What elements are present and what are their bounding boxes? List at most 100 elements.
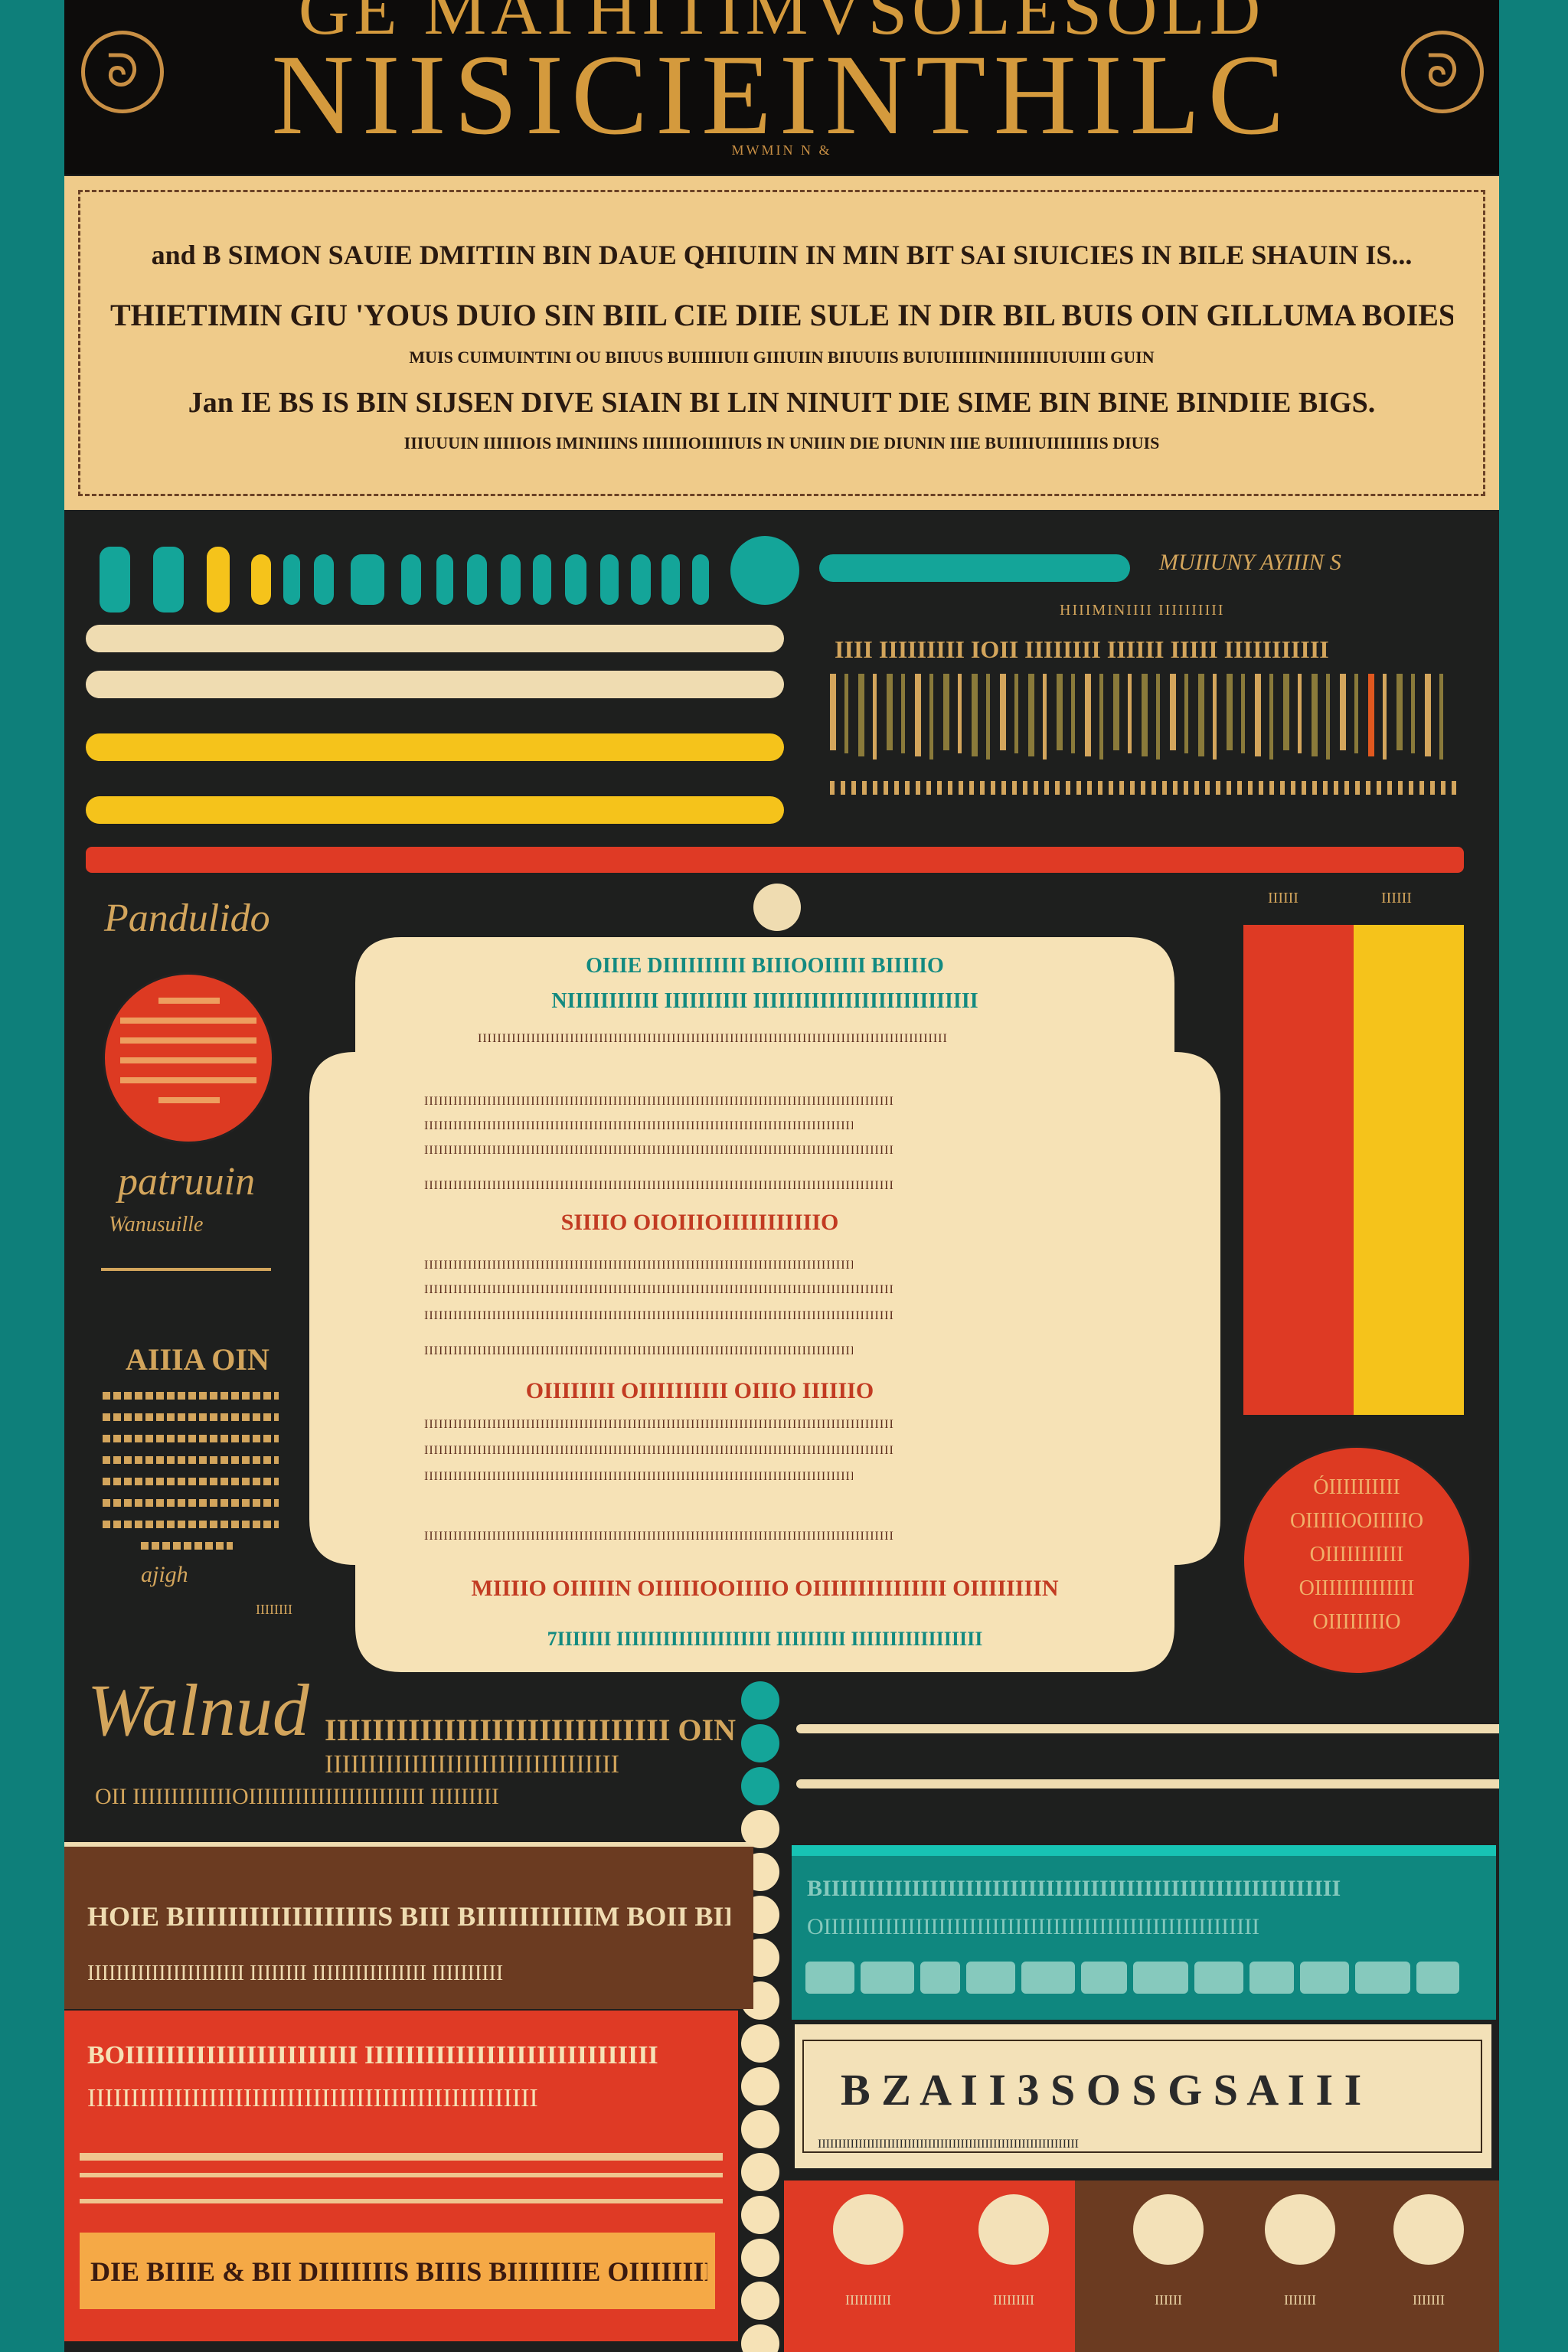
teal-chip-11 — [1355, 1962, 1410, 1994]
right-circle-line-1: ÓIIIIIIIIII — [1313, 1475, 1400, 1499]
micro-bar-27 — [1198, 674, 1204, 756]
bar-label-left: IIIIII — [1268, 890, 1298, 906]
dot-column-dot-1 — [741, 1681, 779, 1720]
micro-bar-7 — [915, 674, 921, 756]
teal-chip-8 — [1194, 1962, 1243, 1994]
micro-bar-28 — [1212, 674, 1217, 760]
micro-bar-23 — [1142, 674, 1148, 756]
panel-top-dot — [753, 884, 801, 931]
panel-para-11: IIIIIIIIIIIIIIIIIIIIIIIIIIIIIIIIIIIIIIII… — [424, 1444, 894, 1457]
page-title: NIISICIEINTHILC — [271, 31, 1292, 158]
right-circle-line-4: OIIIIIIIIIIIIII — [1298, 1576, 1415, 1600]
micro-bar-24 — [1155, 674, 1160, 760]
micro-bar-21 — [1113, 674, 1119, 750]
micro-bar-34 — [1297, 674, 1302, 753]
intro-panel: and B SIMON SAUIE DMITIIN BIN DAUE QHIUI… — [64, 176, 1499, 510]
bar-labels: IIII IIIIIIIII IOII IIIIIIII IIIIII IIII… — [835, 635, 1329, 663]
dot-column-dot-13 — [741, 2196, 779, 2234]
pill-10 — [467, 554, 487, 605]
red-banner: DIE BIIIE & BII DIIIIIIIS BIIIS BIIIIIII… — [80, 2233, 715, 2309]
panel-section-1: SIIIIO OIOIIIOIIIIIIIIIIIO — [560, 1210, 839, 1235]
script-signature: Walnud — [87, 1669, 309, 1751]
bottom-caption-4: IIIIIII — [1284, 2292, 1316, 2308]
lower-sub-1: IIIIIIIIIIIIIIIIIIIIIIIIIIIIIIIIII — [325, 1750, 619, 1779]
cream-box-line: B Z A I I 3 S O S G S A I I I — [841, 2065, 1362, 2115]
cream-line-1 — [796, 1724, 1499, 1733]
intro-frame — [78, 190, 1485, 496]
left-small: ajigh — [141, 1562, 188, 1587]
panel-para-4: IIIIIIIIIIIIIIIIIIIIIIIIIIIIIIIIIIIIIIII… — [424, 1144, 894, 1157]
bottom-caption-5: IIIIIII — [1413, 2292, 1445, 2308]
yellow-bar-2 — [86, 796, 784, 824]
red-circle-left — [103, 972, 274, 1144]
cream-box: B Z A I I 3 S O S G S A I I I IIIIIIIIII… — [795, 2024, 1491, 2168]
cream-box-foot: IIIIIIIIIIIIIIIIIIIIIIIIIIIIIIIIIIIIIIII… — [818, 2138, 1079, 2151]
micro-bar-43 — [1425, 674, 1431, 756]
intro-line-2: THIETIMIN GIU 'YOUS DUIO SIN BIIL CIE DI… — [110, 298, 1453, 332]
left-rule-1 — [103, 1392, 279, 1400]
dot-column-dot-3 — [741, 1767, 779, 1805]
dot-column-dot-11 — [741, 2110, 779, 2148]
intro-line-3: MUIS CUIMUINTINI OU BIIUUS BUIIIIIUII GI… — [409, 348, 1155, 367]
teal-top-rule — [792, 1845, 1496, 1856]
script-label-2: patruuin — [118, 1160, 256, 1204]
pill-13 — [565, 554, 586, 605]
yellow-bar-1 — [86, 733, 784, 761]
panel-para-9: IIIIIIIIIIIIIIIIIIIIIIIIIIIIIIIIIIIIIIII… — [424, 1344, 853, 1357]
pill-6 — [314, 554, 334, 605]
teal-chip-9 — [1250, 1962, 1294, 1994]
micro-bar-33 — [1283, 674, 1289, 750]
left-rule-6 — [103, 1499, 279, 1507]
pill-7 — [351, 554, 384, 605]
bar-label-right: IIIIII — [1381, 890, 1412, 906]
bottom-dot-3 — [1133, 2194, 1204, 2265]
dot-column-dot-9 — [741, 2024, 779, 2063]
micro-bar-36 — [1325, 674, 1330, 760]
micro-bar-38 — [1354, 674, 1358, 753]
panel-para-10: IIIIIIIIIIIIIIIIIIIIIIIIIIIIIIIIIIIIIIII… — [424, 1418, 894, 1431]
dot-column-dot-16 — [741, 2324, 779, 2352]
brown-block: HOIE BIIIIIIIIIIIIIIIIIIS BIII BIIIIIIII… — [64, 1847, 753, 2009]
micro-bar-10 — [957, 674, 962, 753]
emblem-right-icon: ᘐ — [1401, 31, 1484, 113]
micro-bar-13 — [1000, 674, 1006, 750]
micro-bar-22 — [1127, 674, 1132, 753]
panel-footer-1: MIIIIO OIIIIIN OIIIIIOOIIIIO OIIIIIIIIII… — [471, 1576, 1059, 1601]
panel-para-6: IIIIIIIIIIIIIIIIIIIIIIIIIIIIIIIIIIIIIIII… — [424, 1259, 853, 1272]
vertical-bar-yellow — [1354, 925, 1464, 1415]
panel-para-12: IIIIIIIIIIIIIIIIIIIIIIIIIIIIIIIIIIIIIIII… — [424, 1470, 853, 1483]
cream-bar-2 — [86, 671, 784, 698]
teal-line-1: BIIIIIIIIIIIIIIIIIIIIIIIIIIIIIIIIIIIIIII… — [807, 1876, 1341, 1901]
red-line-1: BOIIIIIIIIIIIIIIIIIIIIIII IIIIIIIIIIIIII… — [87, 2041, 658, 2069]
left-rule-8 — [141, 1542, 233, 1550]
brown-line-1: HOIE BIIIIIIIIIIIIIIIIIIS BIII BIIIIIIII… — [87, 1901, 730, 1932]
brown-line-2: IIIIIIIIIIIIIIIIIIIIII IIIIIIII IIIIIIII… — [87, 1962, 504, 1985]
bottom-dot-5 — [1393, 2194, 1464, 2265]
bottom-caption-1: IIIIIIIIII — [845, 2292, 891, 2308]
title-top: GE MATHITIMVSOLESOLD — [298, 0, 1266, 49]
bottom-dot-1 — [833, 2194, 903, 2265]
bottom-caption-3: IIIIII — [1155, 2292, 1182, 2308]
micro-bar-baseline — [830, 781, 1458, 795]
emblem-left-icon: ᘐ — [81, 31, 164, 113]
top-right-caption: HIIIMINIIII IIIIIIIIII — [1060, 602, 1225, 619]
script-sublabel: Wanusuille — [109, 1213, 204, 1236]
micro-bar-25 — [1170, 674, 1176, 750]
lower-sub-2: OII IIIIIIIIIIIIIOIIIIIIIIIIIIIIIIIIIIII… — [95, 1784, 499, 1809]
script-label-1: Pandulido — [104, 897, 270, 940]
panel-heading-2: NIIIIIIIIIII IIIIIIIIII IIIIIIIIIIIIIIII… — [551, 989, 978, 1013]
red-rule — [86, 847, 1464, 873]
red-line-2: IIIIIIIIIIIIIIIIIIIIIIIIIIIIIIIIIIIIIIII… — [87, 2084, 538, 2112]
vertical-bar-red — [1243, 925, 1354, 1415]
left-circle-line-6 — [158, 1097, 220, 1103]
pill-5 — [283, 554, 300, 605]
panel-para-8: IIIIIIIIIIIIIIIIIIIIIIIIIIIIIIIIIIIIIIII… — [424, 1309, 894, 1322]
subtitle: MWMIN N & — [731, 142, 832, 158]
micro-bar-9 — [943, 674, 949, 750]
micro-bar-17 — [1057, 674, 1063, 750]
cream-line-2 — [796, 1779, 1499, 1788]
micro-bar-strip — [830, 674, 1458, 760]
teal-line-2: OIIIIIIIIIIIIIIIIIIIIIIIIIIIIIIIIIIIIIII… — [807, 1914, 1260, 1939]
top-right-label: MUIIUNY AYIIIN S — [1159, 550, 1341, 575]
cream-bar-1 — [86, 625, 784, 652]
